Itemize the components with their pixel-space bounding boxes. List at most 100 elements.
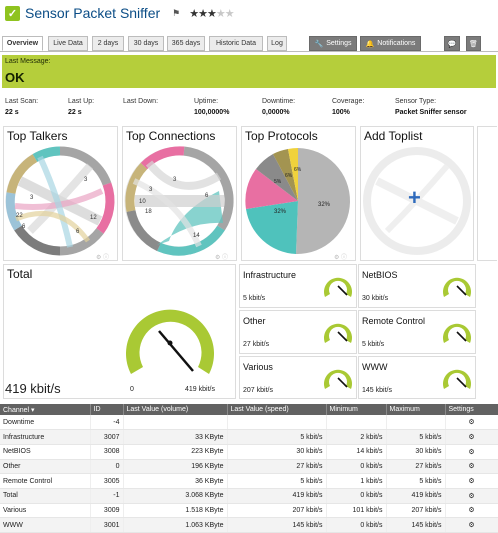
table-row[interactable]: Other 0 196 KByte 27 kbit/s 0 kbit/s 27 kbit/… — [0, 459, 498, 475]
top-connections-panel[interactable]: Top Connections 3 3 6 10 18 14 ⚙ ⓘ — [122, 126, 237, 261]
cell-maximum: 5 kbit/s — [386, 473, 446, 489]
tab-bar: Overview Live Data 2 days 30 days 365 da… — [0, 36, 498, 52]
tab-2-days[interactable]: 2 days — [92, 36, 124, 51]
panel-tools-icon[interactable]: ⚙ ⓘ — [96, 255, 110, 261]
cell-maximum: 27 kbit/s — [386, 459, 446, 475]
top-talkers-panel[interactable]: Top Talkers 3 3 22 6 12 6 ⚙ ⓘ — [3, 126, 118, 261]
add-toplist-panel[interactable]: Add Toplist + — [360, 126, 474, 261]
cell-settings[interactable]: ⚙ — [445, 444, 498, 460]
add-toplist-placeholder — [363, 147, 471, 255]
cell-volume: 1.063 KByte — [123, 517, 228, 533]
talker-label: 6 — [76, 229, 80, 235]
gear-icon[interactable]: ⚙ — [468, 434, 475, 442]
stat-value: 22 s — [68, 109, 82, 116]
cell-speed: 5 kbit/s — [227, 429, 327, 445]
panel-tools-icon[interactable]: ⚙ ⓘ — [334, 255, 348, 261]
gear-icon[interactable]: ⚙ — [468, 419, 475, 427]
comment-button[interactable]: 💬 — [444, 36, 460, 51]
cell-settings[interactable]: ⚙ — [445, 415, 498, 431]
stat-last-scan: Last Scan: 22 s — [5, 98, 38, 116]
cell-minimum: 0 kbit/s — [326, 488, 387, 504]
cell-settings[interactable]: ⚙ — [445, 459, 498, 475]
add-icon[interactable]: + — [408, 185, 421, 210]
cell-speed — [227, 415, 327, 431]
tab-365-days[interactable]: 365 days — [167, 36, 205, 51]
cell-minimum: 0 kbit/s — [326, 459, 387, 475]
column-header-speed[interactable]: Last Value (speed) — [227, 404, 327, 415]
cell-id: 3001 — [90, 517, 124, 533]
column-header-volume[interactable]: Last Value (volume) — [123, 404, 228, 415]
protocol-label: 5% — [274, 179, 282, 185]
bell-icon: 🔔 — [365, 40, 375, 48]
cell-volume: 36 KByte — [123, 473, 228, 489]
stat-last-down: Last Down: — [123, 98, 158, 109]
panel-tools-icon[interactable]: ⚙ ⓘ — [215, 255, 229, 261]
column-header-channel[interactable]: Channel ▾ — [0, 404, 91, 415]
cell-minimum: 14 kbit/s — [326, 444, 387, 460]
gear-icon[interactable]: ⚙ — [468, 507, 475, 515]
cell-settings[interactable]: ⚙ — [445, 473, 498, 489]
top-talkers-title: Top Talkers — [7, 129, 68, 143]
delete-button[interactable]: 🗑 — [466, 36, 481, 51]
tab-notifications[interactable]: 🔔 Notifications — [360, 36, 421, 51]
tab-live-data[interactable]: Live Data — [48, 36, 88, 51]
stat-value: 100,0000% — [194, 109, 230, 116]
cell-settings[interactable]: ⚙ — [445, 517, 498, 533]
flag-icon[interactable]: ⚑ — [172, 7, 181, 18]
table-row[interactable]: WWW 3001 1.063 KByte 145 kbit/s 0 kbit/s 145 … — [0, 517, 498, 533]
talker-label: 3 — [30, 195, 34, 201]
protocol-label: 6% — [294, 167, 302, 173]
gear-icon[interactable]: ⚙ — [468, 522, 475, 530]
last-message-value: OK — [5, 70, 25, 85]
tab-overview[interactable]: Overview — [2, 36, 43, 51]
table-row[interactable]: Various 3009 1.518 KByte 207 kbit/s 101 kbit… — [0, 503, 498, 519]
cell-channel: Various — [0, 503, 91, 519]
column-header-maximum[interactable]: Maximum — [386, 404, 446, 415]
stars-off: ★★ — [215, 7, 235, 20]
column-header-minimum[interactable]: Minimum — [326, 404, 387, 415]
tab-log[interactable]: Log — [267, 36, 287, 51]
cell-channel: Remote Control — [0, 473, 91, 489]
table-row[interactable]: Total -1 3.068 KByte 419 kbit/s 0 kbit/s 419 … — [0, 488, 498, 504]
stat-value: 22 s — [5, 109, 19, 116]
connection-label: 18 — [145, 209, 152, 215]
sort-down-icon: ▾ — [31, 406, 35, 414]
gauge-remote-control: Remote Control 5 kbit/s — [358, 310, 476, 354]
stat-coverage: Coverage: 100% — [332, 98, 364, 116]
cell-volume: 196 KByte — [123, 459, 228, 475]
wrench-icon: 🔧 — [314, 40, 324, 48]
column-header-settings[interactable]: Settings — [445, 404, 498, 415]
channel-table-wrap: Channel ▾ ID Last Value (volume) Last Va… — [0, 404, 498, 533]
tab-historic-data[interactable]: Historic Data — [209, 36, 263, 51]
table-row[interactable]: Downtime -4 ⚙ — [0, 415, 498, 431]
table-row[interactable]: NetBIOS 3008 223 KByte 30 kbit/s 14 kbit/s 30… — [0, 444, 498, 460]
cell-speed: 30 kbit/s — [227, 444, 327, 460]
stars-on: ★★★ — [189, 7, 217, 20]
gauge-title: WWW — [362, 362, 388, 372]
gauge-title: Remote Control — [362, 316, 426, 326]
top-protocols-panel[interactable]: Top Protocols 32% 32% 5% 6% 6% ⚙ ⓘ — [241, 126, 356, 261]
cell-settings[interactable]: ⚙ — [445, 429, 498, 445]
gear-icon[interactable]: ⚙ — [468, 448, 475, 456]
table-row[interactable]: Remote Control 3005 36 KByte 5 kbit/s 1 kbit… — [0, 473, 498, 489]
table-row[interactable]: Infrastructure 3007 33 KByte 5 kbit/s 2 kbit… — [0, 429, 498, 445]
tab-settings[interactable]: 🔧 Settings — [309, 36, 357, 51]
cell-minimum: 0 kbit/s — [326, 517, 387, 533]
protocol-label: 6% — [285, 173, 293, 179]
cell-settings[interactable]: ⚙ — [445, 488, 498, 504]
tab-30-days[interactable]: 30 days — [128, 36, 164, 51]
column-header-id[interactable]: ID — [90, 404, 124, 415]
top-protocols-title: Top Protocols — [245, 129, 318, 143]
gear-icon[interactable]: ⚙ — [468, 478, 475, 486]
gear-icon[interactable]: ⚙ — [468, 492, 475, 500]
gauge-value: 145 kbit/s — [362, 387, 392, 394]
cell-maximum — [386, 415, 446, 431]
cell-volume — [123, 415, 228, 431]
gauge-title: Infrastructure — [243, 270, 297, 280]
cell-id: -4 — [90, 415, 124, 431]
status-banner: Last Message: OK — [2, 55, 496, 88]
priority-stars[interactable]: ★★★★★ — [189, 7, 235, 20]
stat-downtime: Downtime: 0,0000% — [262, 98, 295, 116]
cell-settings[interactable]: ⚙ — [445, 503, 498, 519]
gear-icon[interactable]: ⚙ — [468, 463, 475, 471]
